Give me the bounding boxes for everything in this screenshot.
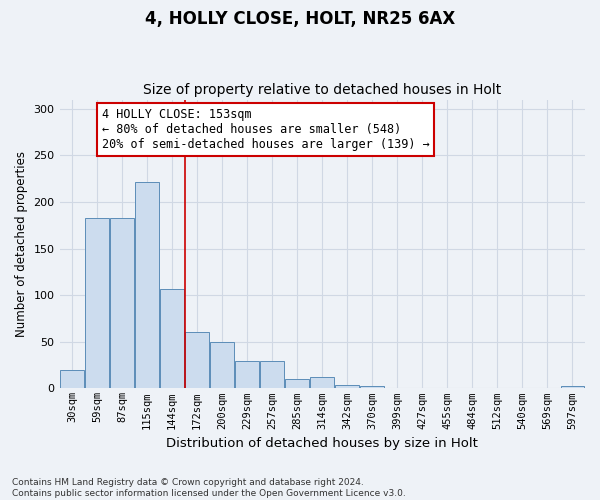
X-axis label: Distribution of detached houses by size in Holt: Distribution of detached houses by size … (166, 437, 478, 450)
Text: Contains HM Land Registry data © Crown copyright and database right 2024.
Contai: Contains HM Land Registry data © Crown c… (12, 478, 406, 498)
Bar (210, 342, 234, 388)
Bar (335, 384, 359, 388)
Bar (85, 218, 109, 388)
Bar (286, 379, 309, 388)
Title: Size of property relative to detached houses in Holt: Size of property relative to detached ho… (143, 83, 502, 97)
Bar (361, 386, 384, 388)
Bar (110, 218, 134, 388)
Text: 4, HOLLY CLOSE, HOLT, NR25 6AX: 4, HOLLY CLOSE, HOLT, NR25 6AX (145, 10, 455, 28)
Bar (235, 362, 259, 388)
Bar (185, 332, 209, 388)
Bar (60, 370, 84, 388)
Text: 4 HOLLY CLOSE: 153sqm
← 80% of detached houses are smaller (548)
20% of semi-det: 4 HOLLY CLOSE: 153sqm ← 80% of detached … (101, 108, 430, 151)
Bar (560, 386, 584, 388)
Bar (135, 182, 159, 388)
Bar (260, 362, 284, 388)
Bar (160, 288, 184, 388)
Bar (310, 377, 334, 388)
Y-axis label: Number of detached properties: Number of detached properties (15, 151, 28, 337)
